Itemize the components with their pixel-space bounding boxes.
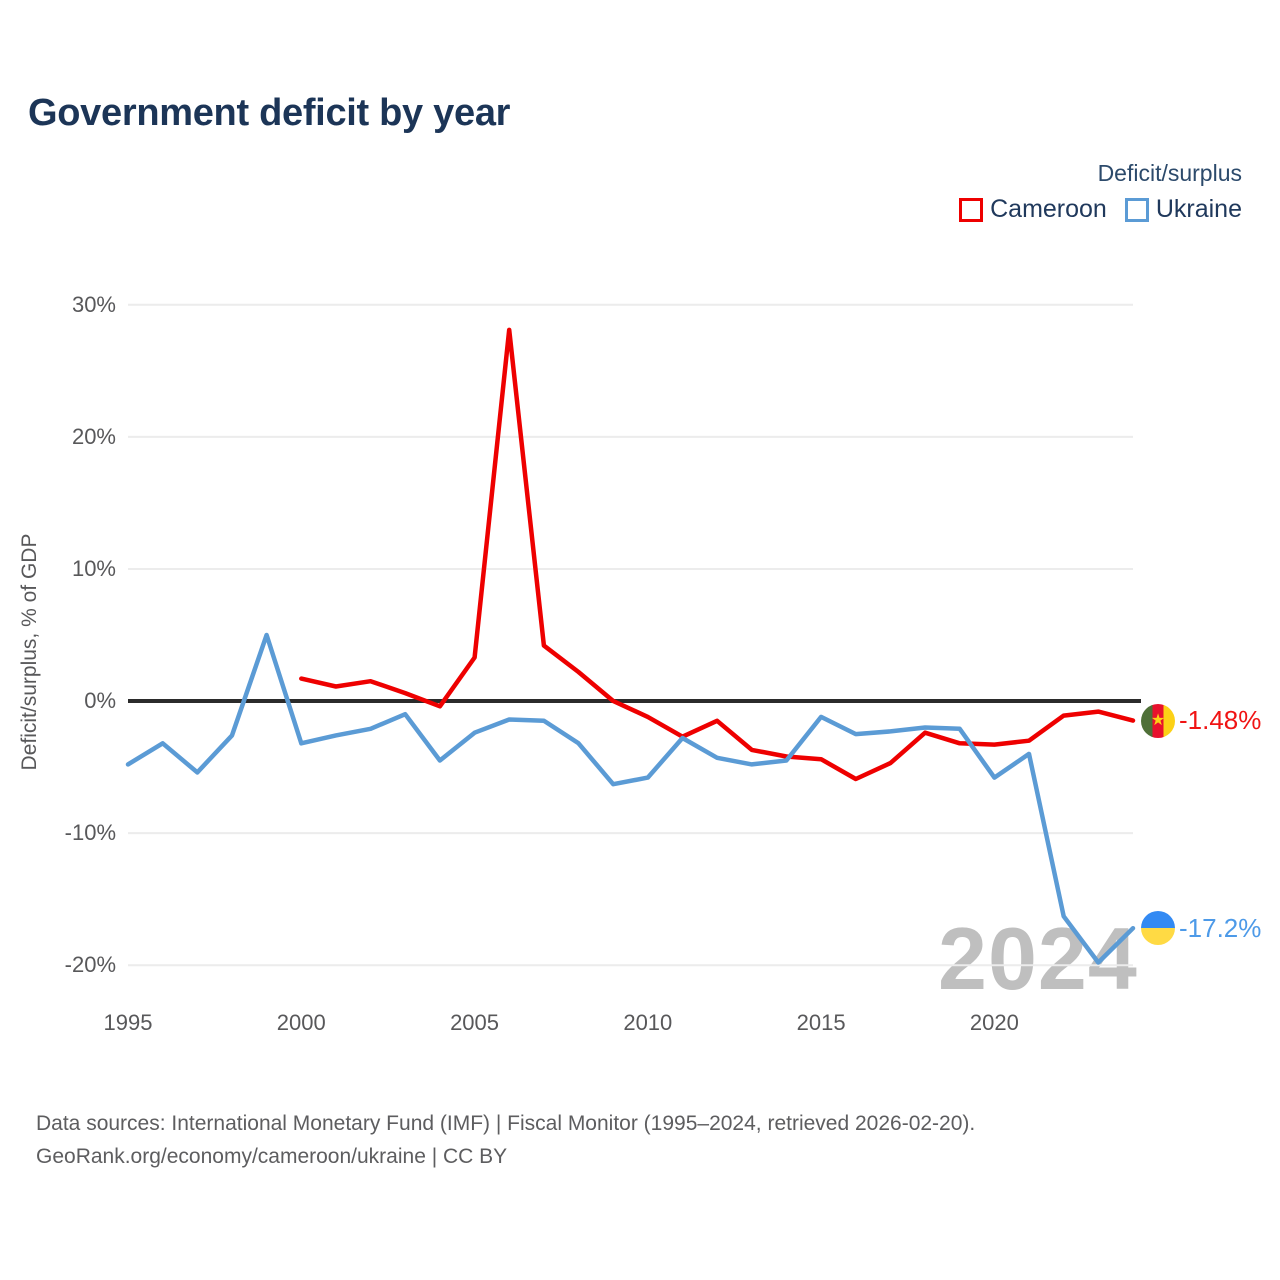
legend-swatch-cameroon: [959, 197, 984, 222]
chart-legend: Deficit/surplus Cameroon Ukraine: [959, 160, 1242, 224]
legend-label-cameroon: Cameroon: [990, 195, 1107, 223]
legend-item-ukraine[interactable]: Ukraine: [1124, 195, 1242, 224]
footer-sources: Data sources: International Monetary Fun…: [36, 1108, 975, 1173]
y-tick-label: 0%: [84, 688, 116, 714]
cameroon-flag-icon: ★: [1141, 703, 1175, 738]
endpoint-ukraine[interactable]: -17.2%: [1141, 911, 1262, 946]
y-tick-label: 20%: [71, 423, 116, 449]
legend-title: Deficit/surplus: [1097, 160, 1242, 186]
x-tick-label: 2005: [450, 1010, 500, 1035]
series-line-ukraine: [125, 632, 1136, 965]
y-tick-label: 30%: [71, 291, 116, 317]
x-tick-label: 1995: [103, 1010, 153, 1035]
y-axis-title: Deficit/surplus, % of GDP: [18, 533, 41, 771]
legend-label-ukraine: Ukraine: [1155, 195, 1242, 223]
series-line-cameroon: [299, 327, 1136, 782]
x-tick-label: 2000: [276, 1010, 326, 1035]
endpoint-cameroon[interactable]: ★ -1.48%: [1141, 703, 1262, 738]
y-tick-label: -20%: [64, 952, 116, 978]
legend-swatch-ukraine: [1124, 197, 1149, 222]
x-tick-label: 2020: [969, 1010, 1019, 1035]
legend-item-cameroon[interactable]: Cameroon: [959, 195, 1107, 224]
footer-line-2: GeoRank.org/economy/cameroon/ukraine | C…: [36, 1144, 508, 1168]
legend-items: Cameroon Ukraine: [959, 195, 1242, 224]
page-title: Government deficit by year: [28, 92, 511, 134]
x-tick-label: 2010: [623, 1010, 673, 1035]
endpoint-value-cameroon: -1.48%: [1179, 705, 1262, 736]
x-tick-label: 2015: [796, 1010, 846, 1035]
y-tick-label: -10%: [64, 820, 116, 846]
y-tick-label: 10%: [71, 555, 116, 581]
endpoint-value-ukraine: -17.2%: [1179, 912, 1262, 943]
footer-line-1: Data sources: International Monetary Fun…: [36, 1112, 976, 1135]
ukraine-flag-icon: [1141, 911, 1175, 946]
